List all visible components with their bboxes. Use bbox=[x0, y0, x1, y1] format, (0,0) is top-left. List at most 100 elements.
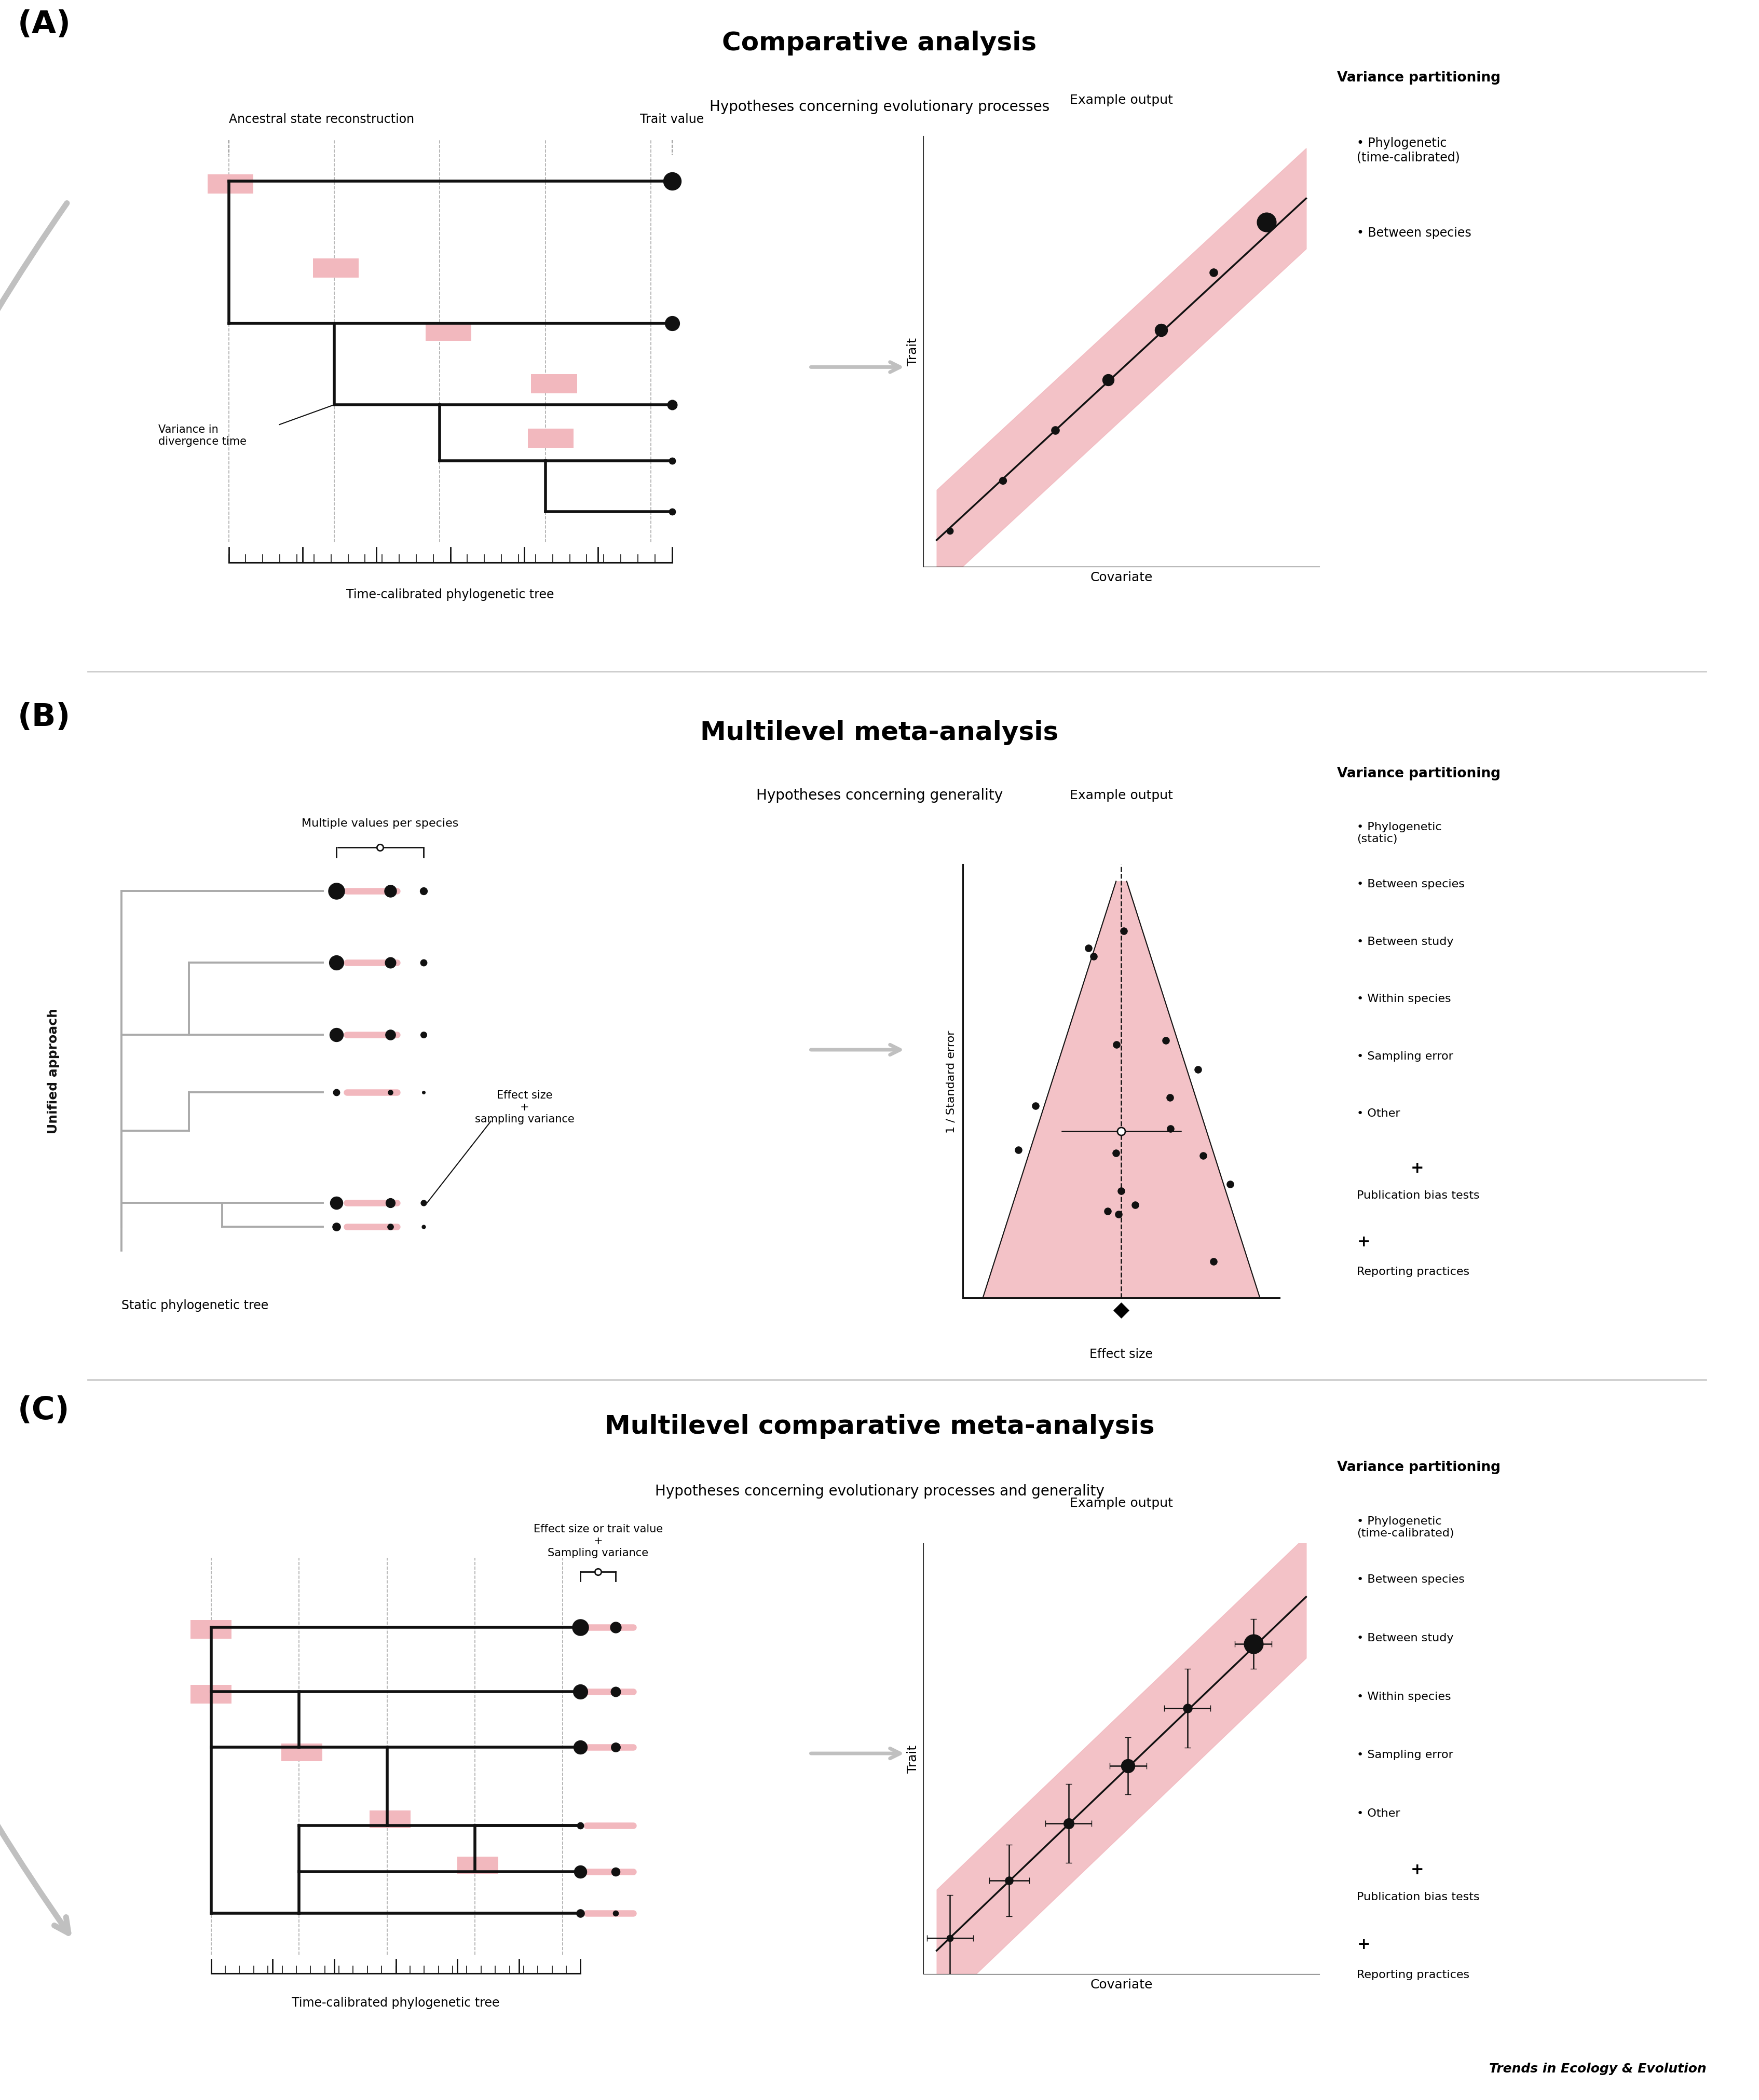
Point bbox=[366, 832, 394, 865]
Point bbox=[602, 1730, 630, 1764]
Text: • Other: • Other bbox=[1356, 1109, 1400, 1119]
Text: Effect size
+
sampling variance: Effect size + sampling variance bbox=[475, 1090, 573, 1124]
Point bbox=[1173, 1693, 1201, 1726]
Text: • Phylogenetic
(static): • Phylogenetic (static) bbox=[1356, 821, 1442, 844]
Point bbox=[602, 1896, 630, 1930]
Text: (B): (B) bbox=[18, 701, 70, 733]
Text: Time-calibrated phylogenetic tree: Time-calibrated phylogenetic tree bbox=[292, 1997, 500, 2010]
Text: Hypotheses concerning evolutionary processes and generality: Hypotheses concerning evolutionary proce… bbox=[654, 1485, 1105, 1499]
Point bbox=[658, 388, 686, 422]
Bar bbox=[281, 1743, 322, 1762]
Bar bbox=[369, 1810, 410, 1827]
Point bbox=[1106, 1174, 1135, 1207]
Text: Static phylogenetic tree: Static phylogenetic tree bbox=[121, 1300, 269, 1312]
Point bbox=[1101, 1136, 1129, 1170]
Point bbox=[410, 1210, 438, 1243]
Text: Example output: Example output bbox=[1069, 1497, 1173, 1510]
Bar bbox=[457, 1856, 498, 1873]
Text: • Between species: • Between species bbox=[1356, 1575, 1465, 1586]
Point bbox=[602, 1854, 630, 1888]
Point bbox=[376, 1186, 405, 1220]
Point bbox=[658, 307, 686, 340]
Point bbox=[376, 1018, 405, 1052]
Text: Trait value: Trait value bbox=[640, 113, 704, 126]
Point bbox=[1094, 363, 1122, 397]
Point bbox=[1103, 1027, 1131, 1060]
Text: Trends in Ecology & Evolution: Trends in Ecology & Evolution bbox=[1488, 2062, 1706, 2075]
Point bbox=[1075, 932, 1103, 966]
Point bbox=[1105, 1197, 1133, 1231]
Point bbox=[658, 445, 686, 479]
Text: • Sampling error: • Sampling error bbox=[1356, 1749, 1453, 1760]
Point bbox=[566, 1854, 595, 1888]
Point bbox=[322, 947, 350, 981]
Point bbox=[322, 1186, 350, 1220]
Text: • Other: • Other bbox=[1356, 1808, 1400, 1819]
Point bbox=[602, 1611, 630, 1644]
Point bbox=[1200, 1245, 1228, 1279]
Text: Multilevel meta-analysis: Multilevel meta-analysis bbox=[700, 720, 1059, 746]
Text: • Phylogenetic
(time-calibrated): • Phylogenetic (time-calibrated) bbox=[1356, 1516, 1455, 1537]
Text: Example output: Example output bbox=[1069, 790, 1173, 802]
Text: Comparative analysis: Comparative analysis bbox=[723, 32, 1036, 55]
Text: Publication bias tests: Publication bias tests bbox=[1356, 1892, 1479, 1903]
Text: • Between species: • Between species bbox=[1356, 878, 1465, 888]
Text: Multiple values per species: Multiple values per species bbox=[301, 819, 459, 830]
Text: Variance partitioning: Variance partitioning bbox=[1337, 1460, 1500, 1474]
Bar bbox=[313, 258, 359, 277]
Point bbox=[658, 164, 686, 197]
Point bbox=[1120, 1189, 1149, 1222]
Text: • Within species: • Within species bbox=[1356, 1690, 1451, 1701]
Text: Effect size or trait value
+
Sampling variance: Effect size or trait value + Sampling va… bbox=[533, 1525, 663, 1558]
Point bbox=[376, 947, 405, 981]
Text: (C): (C) bbox=[18, 1394, 70, 1426]
Point bbox=[1080, 941, 1108, 974]
Text: Unified approach: Unified approach bbox=[47, 1008, 60, 1134]
Point bbox=[1252, 206, 1281, 239]
Point bbox=[1108, 1294, 1136, 1327]
Text: Ancestral state reconstruction: Ancestral state reconstruction bbox=[229, 113, 413, 126]
Point bbox=[1041, 414, 1069, 447]
Point bbox=[936, 1922, 964, 1955]
Point bbox=[1004, 1134, 1033, 1168]
Text: • Within species: • Within species bbox=[1356, 993, 1451, 1004]
Text: Time-calibrated phylogenetic tree: Time-calibrated phylogenetic tree bbox=[347, 588, 554, 601]
X-axis label: Covariate: Covariate bbox=[1091, 1978, 1152, 1991]
Text: Variance partitioning: Variance partitioning bbox=[1337, 766, 1500, 781]
Point bbox=[584, 1556, 612, 1590]
Text: +: + bbox=[1356, 1936, 1370, 1951]
Bar bbox=[528, 428, 573, 449]
Point bbox=[566, 1730, 595, 1764]
Point bbox=[410, 1075, 438, 1109]
Point bbox=[1147, 313, 1175, 346]
Text: • Phylogenetic
(time-calibrated): • Phylogenetic (time-calibrated) bbox=[1356, 136, 1460, 164]
Point bbox=[410, 1186, 438, 1220]
Point bbox=[566, 1611, 595, 1644]
Text: • Between study: • Between study bbox=[1356, 937, 1453, 947]
Point bbox=[410, 947, 438, 981]
Bar bbox=[190, 1621, 232, 1638]
Point bbox=[989, 464, 1017, 498]
Point bbox=[1184, 1052, 1212, 1086]
Point bbox=[410, 1018, 438, 1052]
Text: Variance partitioning: Variance partitioning bbox=[1337, 71, 1500, 84]
Text: Reporting practices: Reporting practices bbox=[1356, 1970, 1469, 1980]
Point bbox=[1113, 1749, 1142, 1783]
Point bbox=[376, 1210, 405, 1243]
Point bbox=[1108, 1115, 1136, 1149]
Point bbox=[658, 496, 686, 529]
Point bbox=[1022, 1090, 1050, 1124]
Point bbox=[566, 1808, 595, 1842]
Point bbox=[410, 874, 438, 907]
Text: Hypotheses concerning generality: Hypotheses concerning generality bbox=[756, 788, 1003, 802]
Point bbox=[1156, 1082, 1184, 1115]
Text: +: + bbox=[1356, 1235, 1370, 1250]
Bar bbox=[190, 1684, 232, 1703]
Point bbox=[566, 1896, 595, 1930]
Point bbox=[322, 1210, 350, 1243]
Point bbox=[1238, 1628, 1266, 1661]
Text: • Between species: • Between species bbox=[1356, 227, 1471, 239]
Text: +: + bbox=[1411, 1161, 1423, 1176]
Text: Example output: Example output bbox=[1069, 94, 1173, 107]
Text: +: + bbox=[1411, 1861, 1423, 1877]
